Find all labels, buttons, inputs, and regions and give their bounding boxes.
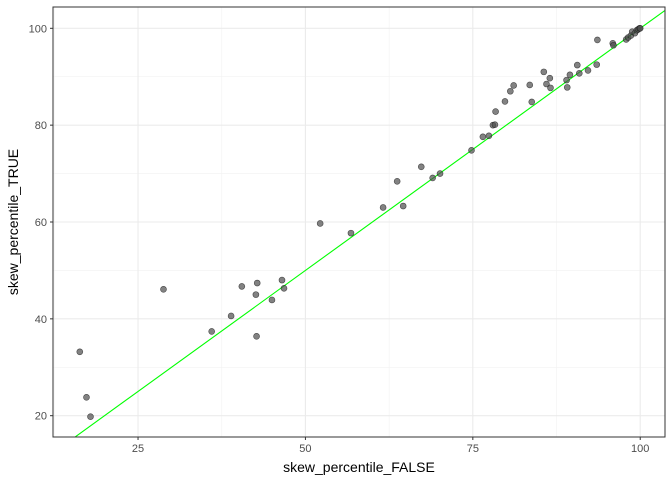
data-point (510, 82, 517, 89)
x-axis-title: skew_percentile_FALSE (283, 459, 435, 475)
y-axis-title: skew_percentile_TRUE (5, 149, 21, 295)
data-point (507, 87, 514, 95)
data-point (238, 283, 246, 290)
data-point (252, 291, 260, 298)
data-point (479, 133, 487, 141)
data-point (485, 132, 493, 140)
data-point (160, 286, 167, 293)
data-point (540, 68, 548, 76)
data-point (83, 393, 90, 401)
data-point (253, 332, 260, 340)
data-point (594, 36, 601, 44)
data-point (253, 279, 261, 287)
data-points (76, 25, 644, 420)
data-point (87, 413, 94, 420)
x-tick-label: 100 (631, 443, 649, 455)
data-point (393, 178, 401, 185)
data-point (347, 229, 355, 237)
x-tick-label: 50 (299, 443, 311, 455)
data-point (429, 174, 436, 182)
data-point (584, 67, 592, 74)
data-point (563, 84, 571, 91)
data-point (573, 61, 581, 69)
data-point (563, 76, 570, 84)
y-axis-ticks: 20 40 60 80 100 (29, 23, 53, 423)
data-point (417, 163, 425, 171)
data-point (491, 121, 499, 128)
data-point (76, 348, 84, 356)
data-point (208, 328, 215, 335)
x-tick-label: 75 (467, 443, 479, 455)
y-tick-label: 40 (35, 314, 47, 326)
y-tick-label: 60 (35, 217, 47, 229)
data-point (610, 41, 617, 49)
data-point (593, 61, 601, 68)
data-point (546, 74, 554, 82)
data-point (278, 276, 286, 284)
data-point (547, 84, 554, 92)
data-point (543, 80, 550, 88)
data-point (528, 98, 536, 106)
y-tick-label: 20 (35, 411, 47, 423)
data-point (575, 70, 583, 77)
y-tick-label: 100 (29, 23, 47, 35)
data-point (526, 81, 534, 89)
data-point (227, 312, 235, 320)
data-point (436, 170, 444, 177)
data-point (566, 71, 574, 79)
data-point (280, 285, 288, 292)
data-point (492, 108, 499, 115)
data-point (636, 25, 644, 32)
major-gridlines (53, 7, 665, 437)
data-point (268, 296, 276, 304)
data-point (468, 147, 475, 154)
data-point (379, 204, 387, 211)
data-point (501, 98, 509, 105)
reference-line-group (74, 9, 665, 437)
x-tick-label: 25 (132, 443, 144, 455)
data-point (399, 202, 407, 210)
x-axis-ticks: 25 50 75 100 (132, 437, 649, 455)
y-tick-label: 80 (35, 120, 47, 132)
reference-line (74, 9, 665, 437)
data-point (316, 220, 324, 227)
